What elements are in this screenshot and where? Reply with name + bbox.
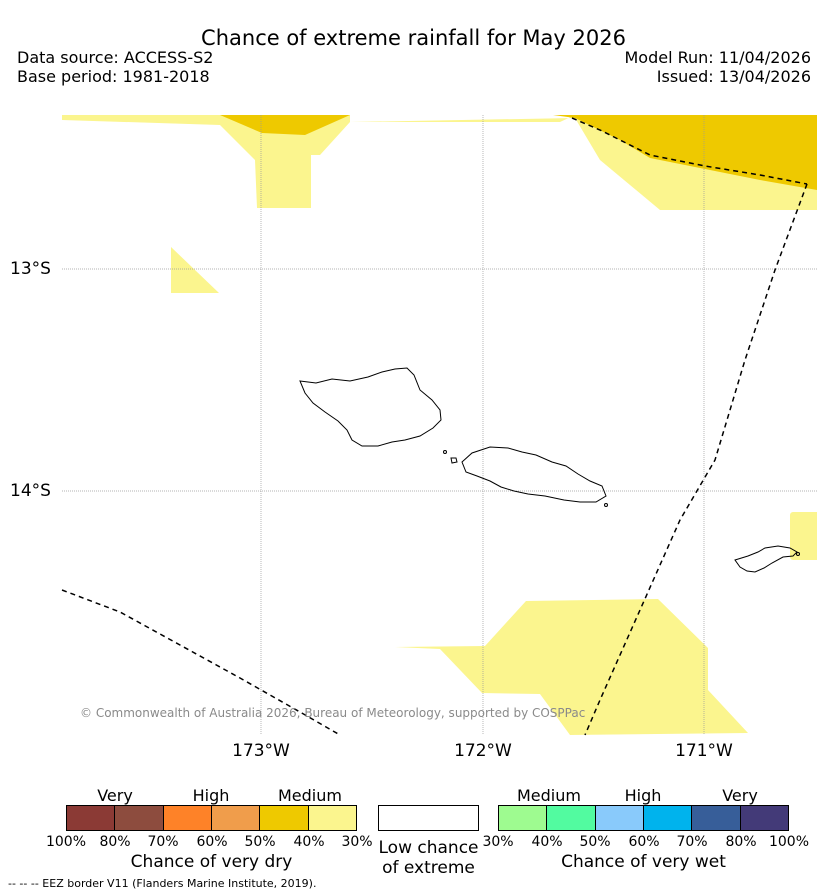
meta-right: Model Run: 11/04/2026 Issued: 13/04/2026 [625,48,812,86]
low-chance-label: Low chance of extreme [368,838,489,878]
rain-zone-small-triangle [171,247,219,293]
wet-heading-high: High [624,786,662,805]
wet-tick-1: 30% [482,834,514,850]
wet-tick-3: 50% [579,834,611,850]
lat-label-13s: 13°S [10,259,51,279]
islands [299,367,800,573]
base-period: Base period: 1981-2018 [17,67,210,86]
wet-tick-2: 40% [531,834,563,850]
rain-zone-top-gold-left [220,115,350,135]
nuutele-islet [604,503,608,507]
lon-label-171w: 171°W [675,741,733,761]
dry-swatch-1 [67,806,116,830]
aunuu-islet [796,552,800,556]
wet-swatch-1 [499,806,548,830]
rain-zone-bottom [395,599,748,735]
lon-label-173w: 173°W [232,741,290,761]
wet-swatch-5 [692,806,741,830]
wet-tick-6: 80% [725,834,757,850]
tutuila-island [734,545,798,573]
rain-zone-right-patch [790,512,817,560]
meta-left: Data source: ACCESS-S2 Base period: 1981… [17,48,213,86]
eez-borders [61,117,808,736]
dry-swatch-6 [308,806,356,830]
dry-tick-2: 80% [99,834,131,850]
lat-label-14s: 14°S [10,481,51,501]
dry-heading-medium: Medium [278,786,342,805]
eez-border-east [584,183,808,736]
rain-zone-top-gold-right [553,115,817,190]
low-chance-swatch [378,805,479,831]
dry-swatch-4 [211,806,261,830]
wet-swatch-2 [547,806,596,830]
lon-label-172w: 172°W [454,741,512,761]
wet-heading-medium: Medium [517,786,581,805]
wet-swatch-4 [643,806,693,830]
upolu-island [461,446,607,503]
wet-tick-5: 70% [676,834,708,850]
dry-tick-1: 100% [45,834,87,850]
wet-tick-4: 60% [628,834,660,850]
wet-tick-7: 100% [768,834,810,850]
dry-swatch-2 [115,806,164,830]
dry-swatch-5 [260,806,309,830]
model-run: Model Run: 11/04/2026 [624,48,812,67]
wet-swatch-3 [595,806,644,830]
map-title: Chance of extreme rainfall for May 2026 [201,26,626,50]
apolima-islet [443,450,447,454]
low-chance-line2: of extreme [382,858,475,878]
eez-border-note: -- -- -- EEZ border V11 (Flanders Marine… [8,877,317,890]
copyright-credit: © Commonwealth of Australia 2026, Bureau… [80,706,586,720]
low-chance-line1: Low chance [378,838,479,858]
manono-islet [450,457,458,464]
dry-tick-6: 40% [293,834,325,850]
issued-date: Issued: 13/04/2026 [656,67,811,86]
dry-legend-label: Chance of very dry [130,852,293,872]
wet-colorbar [498,805,789,831]
dry-heading-high: High [192,786,230,805]
data-source: Data source: ACCESS-S2 [17,48,214,67]
dry-swatch-3 [163,806,212,830]
dry-tick-3: 70% [147,834,179,850]
dry-tick-7: 30% [341,834,373,850]
dry-tick-5: 50% [244,834,276,850]
savaii-island [299,367,442,447]
dry-colorbar [66,805,357,831]
eez-border-southwest [61,589,341,736]
wet-legend-label: Chance of very wet [561,852,726,872]
wet-swatch-6 [740,806,788,830]
map-plot [62,115,817,735]
graticule [62,115,817,735]
dry-tick-4: 60% [196,834,228,850]
